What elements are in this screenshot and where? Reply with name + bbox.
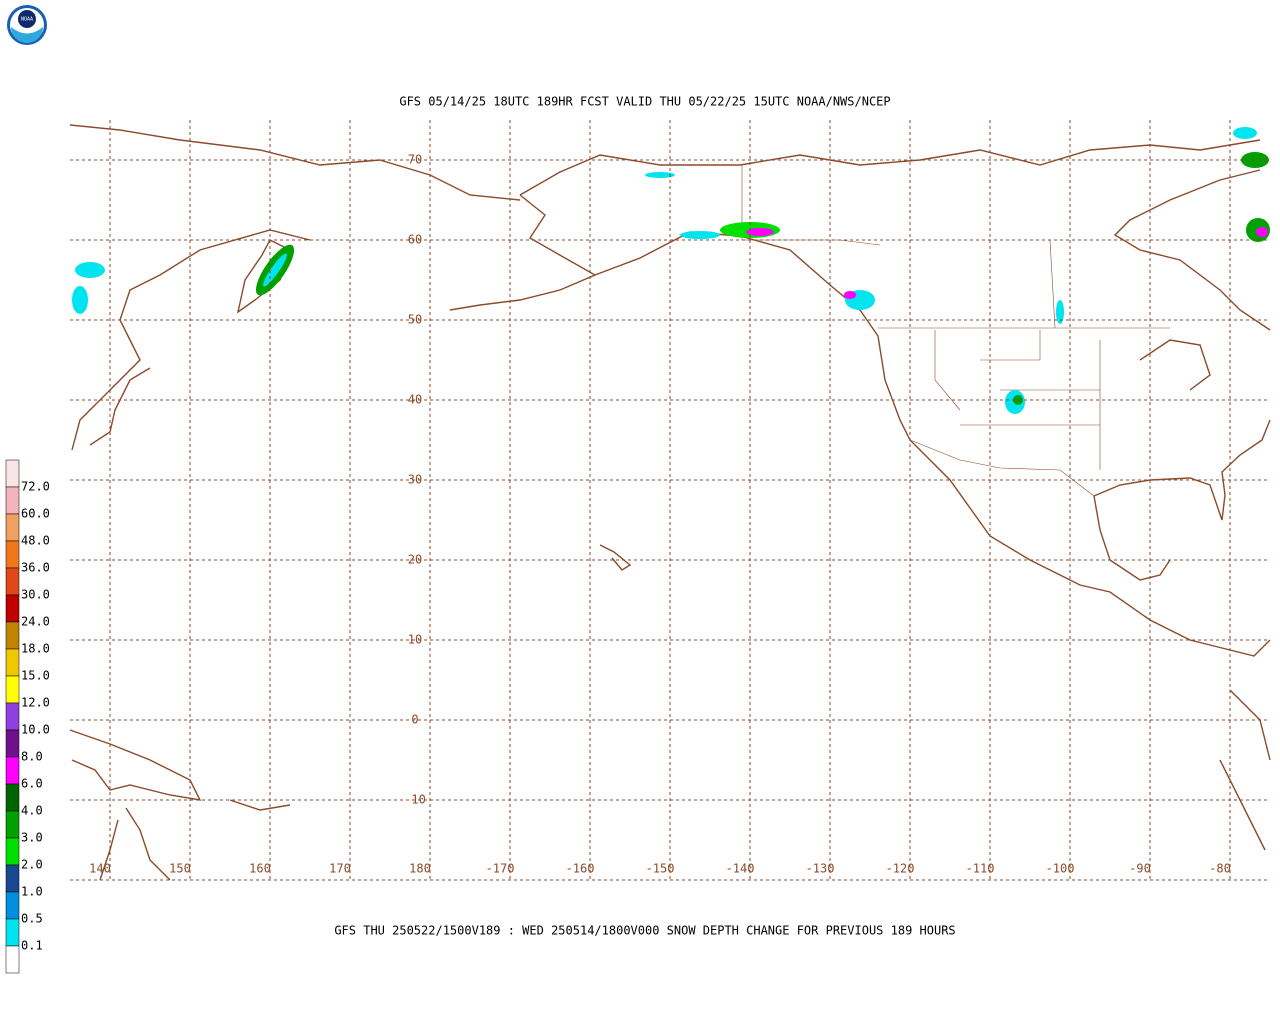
- coastlines: [69, 124, 1271, 881]
- legend-label: 8.0: [21, 750, 43, 764]
- snow-areas: [72, 127, 1270, 414]
- legend-swatch: [5, 567, 20, 596]
- longitude-label: 140: [89, 862, 111, 876]
- longitude-label: -160: [566, 862, 595, 876]
- legend-label: 2.0: [21, 858, 43, 872]
- latitude-label: 0: [411, 713, 418, 727]
- longitude-label: 180: [409, 862, 431, 876]
- longitude-label: 160: [249, 862, 271, 876]
- longitude-label: 170: [329, 862, 351, 876]
- legend-swatch: [5, 486, 20, 515]
- noaa-logo: NOAA: [7, 5, 47, 45]
- legend-label: 48.0: [21, 534, 50, 548]
- legend-label: 0.5: [21, 912, 43, 926]
- legend-label: 36.0: [21, 561, 50, 575]
- legend-label: 18.0: [21, 642, 50, 656]
- map-caption: GFS THU 250522/1500V189 : WED 250514/180…: [334, 924, 955, 938]
- legend-swatch: [5, 756, 20, 785]
- map-title: GFS 05/14/25 18UTC 189HR FCST VALID THU …: [399, 95, 890, 109]
- legend-swatch: [5, 594, 20, 623]
- longitude-label: -170: [486, 862, 515, 876]
- legend-label: 10.0: [21, 723, 50, 737]
- longitude-label: -140: [726, 862, 755, 876]
- latitude-label: 30: [408, 473, 422, 487]
- legend-swatch: [5, 837, 20, 866]
- legend-label: 60.0: [21, 507, 50, 521]
- longitude-label: -130: [806, 862, 835, 876]
- longitude-label: -100: [1046, 862, 1075, 876]
- legend-label: 15.0: [21, 669, 50, 683]
- longitude-label: -110: [966, 862, 995, 876]
- legend-swatch: [5, 540, 20, 569]
- legend-label: 6.0: [21, 777, 43, 791]
- latitude-label: 40: [408, 393, 422, 407]
- svg-text:NOAA: NOAA: [21, 17, 33, 23]
- legend-label: 1.0: [21, 885, 43, 899]
- graticule: 70 60 50 40 30 20 10 0 -10 140 150 160 170 180 -170 -16…: [70, 120, 1270, 880]
- latitude-label: 50: [408, 313, 422, 327]
- legend-swatch: [5, 729, 20, 758]
- latitude-label: 60: [408, 233, 422, 247]
- legend-label: 30.0: [21, 588, 50, 602]
- legend: 72.0 60.0 48.0 36.0 30.0 24.0 18.0 15.0 12.0 10.0…: [5, 459, 50, 974]
- latitude-label: 70: [408, 153, 422, 167]
- legend-label: 12.0: [21, 696, 50, 710]
- legend-swatch: [5, 810, 20, 839]
- longitude-label: -90: [1129, 862, 1151, 876]
- longitude-label: -120: [886, 862, 915, 876]
- latitude-label: -10: [404, 793, 426, 807]
- borders: [741, 165, 1170, 497]
- legend-swatch: [5, 702, 20, 731]
- legend-swatch: [5, 918, 20, 947]
- longitude-label: 150: [169, 862, 191, 876]
- legend-swatch: [5, 891, 20, 920]
- legend-label: 3.0: [21, 831, 43, 845]
- legend-swatch: [5, 945, 20, 974]
- legend-swatch: [5, 648, 20, 677]
- legend-swatch: [5, 513, 20, 542]
- latitude-label: 20: [408, 553, 422, 567]
- longitude-label: -80: [1209, 862, 1231, 876]
- latitude-label: 10: [408, 633, 422, 647]
- legend-swatch: [5, 783, 20, 812]
- legend-label: 4.0: [21, 804, 43, 818]
- legend-label: 0.1: [21, 939, 43, 953]
- legend-swatch: [5, 864, 20, 893]
- legend-swatch: [5, 459, 20, 488]
- legend-swatch: [5, 621, 20, 650]
- longitude-label: -150: [646, 862, 675, 876]
- legend-label: 72.0: [21, 480, 50, 494]
- legend-swatch: [5, 675, 20, 704]
- legend-label: 24.0: [21, 615, 50, 629]
